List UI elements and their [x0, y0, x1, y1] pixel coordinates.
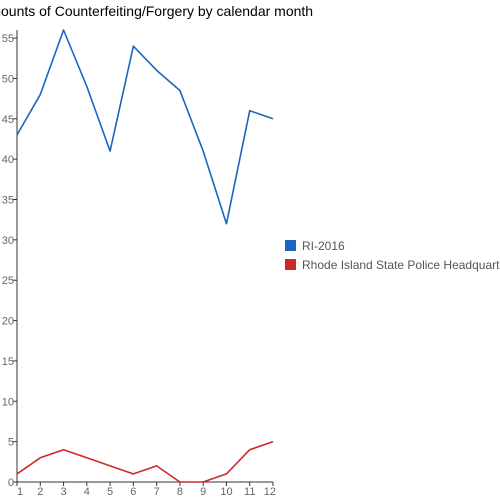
series-line-1	[16, 29, 274, 225]
x-tick-label: 6	[130, 486, 136, 498]
y-tick-label: 10	[2, 396, 14, 408]
legend: RI-2016 Rhode Island State Police Headqua…	[285, 239, 500, 272]
x-tick-label: 8	[177, 486, 183, 498]
x-tick-label: 11	[244, 486, 255, 498]
y-tick-label: 55	[2, 33, 14, 45]
y-tick-label: 35	[2, 195, 14, 207]
legend-swatch	[285, 240, 296, 251]
y-tick-label: 15	[2, 356, 14, 368]
y-tick-label: 0	[8, 477, 14, 489]
x-tick-label: 10	[220, 486, 232, 498]
x-tick-label: 7	[154, 486, 160, 498]
legend-label: Rhode Island State Police Headquarters	[302, 258, 500, 272]
legend-swatch	[285, 259, 296, 270]
y-tick-label: 20	[2, 316, 14, 328]
y-tick-label: 30	[2, 235, 14, 247]
x-tick-label: 5	[107, 486, 113, 498]
y-tick-label: 5	[8, 437, 14, 449]
y-tick-label: 25	[2, 275, 14, 287]
x-tick-label: 9	[200, 486, 206, 498]
y-tick-label: 50	[2, 73, 14, 85]
chart-title: Amounts of Counterfeiting/Forgery by cal…	[0, 3, 313, 19]
y-tick-label: 45	[2, 114, 14, 126]
legend-label: RI-2016	[302, 239, 345, 253]
x-tick-label: 12	[264, 486, 276, 498]
x-tick-label: 1	[17, 486, 23, 498]
series-line-2	[16, 440, 274, 483]
x-tick-label: 4	[84, 486, 90, 498]
x-tick-label: 3	[60, 486, 66, 498]
y-tick-label: 40	[2, 154, 14, 166]
x-tick-label: 2	[37, 486, 43, 498]
